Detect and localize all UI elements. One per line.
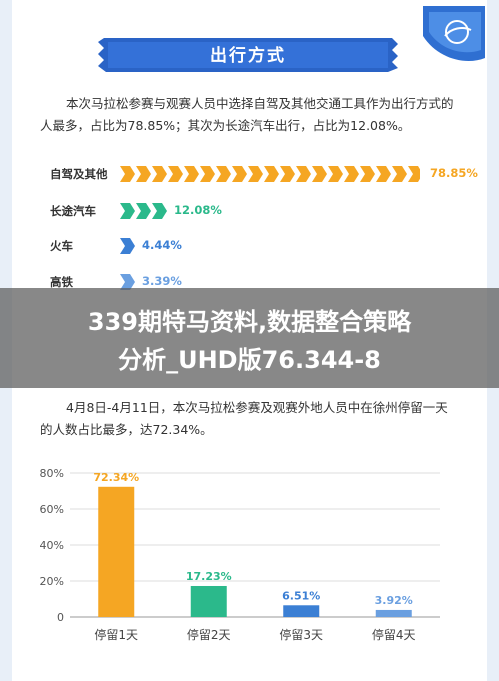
x-category-label: 停留1天	[94, 627, 138, 642]
transport-chevron	[216, 166, 231, 182]
transport-label: 火车	[50, 239, 73, 253]
transport-arrow-bar	[120, 203, 167, 219]
transport-chevron	[152, 166, 167, 182]
transport-chevron	[200, 166, 215, 182]
transport-label: 高铁	[50, 275, 73, 289]
overlay-title-line-1: 339期特马资料,数据整合策略	[87, 308, 412, 336]
transport-chevron	[280, 166, 295, 182]
watermark-overlay: 339期特马资料,数据整合策略 分析_UHD版76.344-8	[0, 288, 499, 388]
transport-label: 自驾及其他	[50, 167, 108, 181]
bar-value-label: 17.23%	[186, 570, 232, 583]
transport-chevron	[376, 166, 391, 182]
bar-value-label: 72.34%	[93, 471, 139, 484]
section-title: 出行方式	[210, 46, 286, 66]
y-tick-label: 40%	[40, 539, 64, 552]
transport-chevron	[248, 166, 263, 182]
transport-chevron	[120, 203, 135, 219]
bar-value-label: 3.92%	[375, 594, 413, 607]
transport-chevron	[264, 166, 279, 182]
stay-duration-bar-chart: 0 20% 40% 60% 80% 72.34% 停留1天 17.23% 停留2天 6.51% 停留…	[40, 467, 440, 642]
transport-arrow-bar	[120, 274, 135, 290]
transport-chevron	[168, 166, 183, 182]
x-category-label: 停留3天	[279, 627, 323, 642]
y-tick-label: 0	[57, 611, 64, 624]
x-category-label: 停留2天	[187, 627, 231, 642]
transport-label: 长途汽车	[50, 204, 96, 218]
transport-pct: 4.44%	[142, 238, 182, 252]
transport-chevron	[120, 166, 135, 182]
transport-arrow-bar	[120, 166, 420, 182]
transport-arrow-bar	[120, 238, 135, 254]
transport-summary-text: 本次马拉松参赛与观赛人员中选择自驾及其他交通工具作为出行方式的人最多，占比为78…	[40, 96, 454, 133]
transport-chevron	[184, 166, 199, 182]
transport-chevron	[296, 166, 311, 182]
transport-chevron	[136, 203, 151, 219]
overlay-title-line-2: 分析_UHD版76.344-8	[118, 346, 381, 374]
stay-summary-text: 4月8日-4月11日，本次马拉松参赛及观赛外地人员中在徐州停留一天的人数占比最多…	[40, 400, 448, 437]
bar	[375, 609, 412, 617]
y-tick-label: 60%	[40, 503, 64, 516]
transport-chevron	[120, 238, 135, 254]
bar	[283, 605, 320, 617]
transport-chevron	[328, 166, 343, 182]
transport-chevron	[136, 166, 151, 182]
transport-chevron	[344, 166, 359, 182]
marathon-logo-icon	[423, 6, 485, 62]
transport-pct: 78.85%	[430, 166, 478, 180]
transport-chevron	[120, 274, 135, 290]
bar-value-label: 6.51%	[282, 589, 320, 602]
transport-chevron	[152, 203, 167, 219]
transport-pct: 3.39%	[142, 274, 182, 288]
transport-chevron	[408, 166, 420, 182]
y-tick-label: 80%	[40, 467, 64, 480]
transport-chevron	[232, 166, 247, 182]
x-category-label: 停留4天	[372, 627, 416, 642]
bar	[98, 486, 135, 617]
transport-chevron	[360, 166, 375, 182]
transport-pct: 12.08%	[174, 203, 222, 217]
transport-chevron	[312, 166, 327, 182]
transport-chevron	[392, 166, 407, 182]
y-tick-label: 20%	[40, 575, 64, 588]
bar	[190, 585, 227, 617]
section-title-banner: 出行方式	[98, 36, 398, 74]
